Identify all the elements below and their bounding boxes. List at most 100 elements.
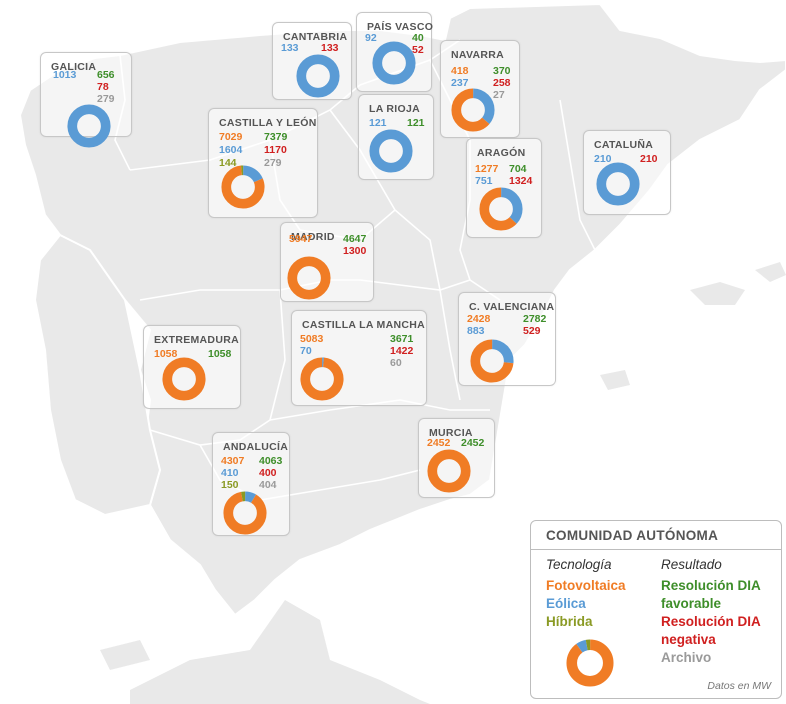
donut-segment-eolica xyxy=(67,104,111,148)
technology-donut xyxy=(296,54,340,98)
region-value: 4307 xyxy=(221,455,245,467)
region-value: 370 xyxy=(493,65,511,77)
region-name: MADRID xyxy=(291,231,335,243)
region-card-navarra: NAVARRA 418 237 370 258 27 xyxy=(440,40,520,138)
region-value: 1604 xyxy=(219,144,243,156)
region-name: ANDALUCÍA xyxy=(223,441,289,453)
region-value: 1170 xyxy=(264,144,287,156)
region-card-cantabria: CANTABRIA 133 133 xyxy=(272,22,352,100)
region-value: 1013 xyxy=(53,69,77,81)
region-value: 5947 xyxy=(289,233,313,245)
region-card-andalucia: ANDALUCÍA 4307 410 150 4063 400 404 xyxy=(212,432,290,536)
region-card-extremadura: EXTREMADURA 1058 1058 xyxy=(143,325,241,409)
region-card-la-rioja: LA RIOJA 121 121 xyxy=(358,94,434,180)
region-value: 78 xyxy=(97,81,109,93)
region-value: 3671 xyxy=(390,333,414,345)
donut-segment-eolica xyxy=(479,187,523,231)
region-card-murcia: MURCIA 2452 2452 xyxy=(418,418,495,498)
region-value: 1324 xyxy=(509,175,533,187)
donut-segment-eolica xyxy=(372,41,416,85)
region-value: 1300 xyxy=(343,245,367,257)
region-value: 258 xyxy=(493,77,511,89)
donut-segment-eolica xyxy=(470,339,514,383)
donut-segment-fotovoltaica xyxy=(221,165,265,209)
region-card-pais-vasco: PAÍS VASCO 92 40 52 xyxy=(356,12,434,92)
region-value: 704 xyxy=(509,163,527,175)
technology-donut xyxy=(300,357,344,401)
region-name: GALICIA xyxy=(51,61,97,73)
region-value: 121 xyxy=(407,117,425,129)
legend-sample-donut xyxy=(566,639,614,687)
region-value: 144 xyxy=(219,157,237,169)
region-value: 418 xyxy=(451,65,469,77)
region-value: 133 xyxy=(321,42,339,54)
legend-archivo: Archivo xyxy=(661,650,712,665)
region-value: 60 xyxy=(390,357,402,369)
donut-segment-fotovoltaica xyxy=(470,339,514,383)
region-value: 210 xyxy=(640,153,658,165)
region-value: 4063 xyxy=(259,455,283,467)
technology-donut xyxy=(67,104,111,148)
region-name: NAVARRA xyxy=(451,49,505,61)
region-value: 529 xyxy=(523,325,541,337)
region-name: CASTILLA LA MANCHA xyxy=(302,319,426,331)
region-value: 150 xyxy=(221,479,239,491)
donut-segment-fotovoltaica xyxy=(300,357,344,401)
legend-eolica: Eólica xyxy=(546,596,586,611)
morocco-land xyxy=(100,600,430,704)
region-value: 1058 xyxy=(154,348,178,360)
region-name: EXTREMADURA xyxy=(154,334,239,346)
donut-segment-fotovoltaica xyxy=(287,256,331,300)
donut-segment-fotovoltaica xyxy=(223,491,267,535)
region-value: 121 xyxy=(369,117,387,129)
region-value: 237 xyxy=(451,77,469,89)
region-value: 1277 xyxy=(475,163,499,175)
legend-panel: COMUNIDAD AUTÓNOMA Tecnología Resultado … xyxy=(530,520,782,699)
donut-segment-hibrida xyxy=(566,639,614,687)
region-value: 7379 xyxy=(264,131,288,143)
region-value: 2782 xyxy=(523,313,547,325)
region-name: C. VALENCIANA xyxy=(469,301,555,313)
region-name: ARAGÓN xyxy=(477,147,526,159)
technology-donut xyxy=(479,187,523,231)
region-value: 1422 xyxy=(390,345,414,357)
technology-donut xyxy=(223,491,267,535)
region-value: 2452 xyxy=(461,437,485,449)
region-value: 27 xyxy=(493,89,505,101)
donut-segment-fotovoltaica xyxy=(451,88,495,132)
legend-result-heading: Resultado xyxy=(661,557,722,572)
legend-negativa-2: negativa xyxy=(661,632,716,647)
donut-segment-fotovoltaica xyxy=(566,639,614,687)
region-value: 52 xyxy=(412,44,424,56)
legend-fotovoltaica: Fotovoltaica xyxy=(546,578,626,593)
region-value: 2428 xyxy=(467,313,491,325)
region-value: 656 xyxy=(97,69,115,81)
legend-note: Datos en MW xyxy=(707,680,771,692)
technology-donut xyxy=(596,162,640,206)
legend-favorable-2: favorable xyxy=(661,596,722,611)
region-name: PAÍS VASCO xyxy=(367,21,434,33)
region-card-castilla-la-mancha: CASTILLA LA MANCHA 5083 70 3671 1422 60 xyxy=(291,310,427,406)
region-value: 404 xyxy=(259,479,277,491)
region-card-aragon: ARAGÓN 1277 751 704 1324 xyxy=(466,138,542,238)
donut-segment-fotovoltaica xyxy=(479,187,523,231)
donut-segment-eolica xyxy=(596,162,640,206)
region-value: 279 xyxy=(97,93,115,105)
region-name: CASTILLA Y LEÓN xyxy=(219,117,317,129)
region-value: 133 xyxy=(281,42,299,54)
legend-divider xyxy=(531,549,781,550)
technology-donut xyxy=(287,256,331,300)
legend-favorable-1: Resolución DIA xyxy=(661,578,761,593)
region-value: 2452 xyxy=(427,437,451,449)
technology-donut xyxy=(162,357,206,401)
region-value: 4647 xyxy=(343,233,367,245)
region-value: 883 xyxy=(467,325,485,337)
technology-donut xyxy=(369,129,413,173)
region-value: 279 xyxy=(264,157,282,169)
legend-negativa-1: Resolución DIA xyxy=(661,614,761,629)
donut-segment-fotovoltaica xyxy=(162,357,206,401)
portugal-land xyxy=(33,233,162,517)
donut-segment-hibrida xyxy=(221,165,265,209)
region-value: 92 xyxy=(365,32,377,44)
region-value: 1058 xyxy=(208,348,232,360)
